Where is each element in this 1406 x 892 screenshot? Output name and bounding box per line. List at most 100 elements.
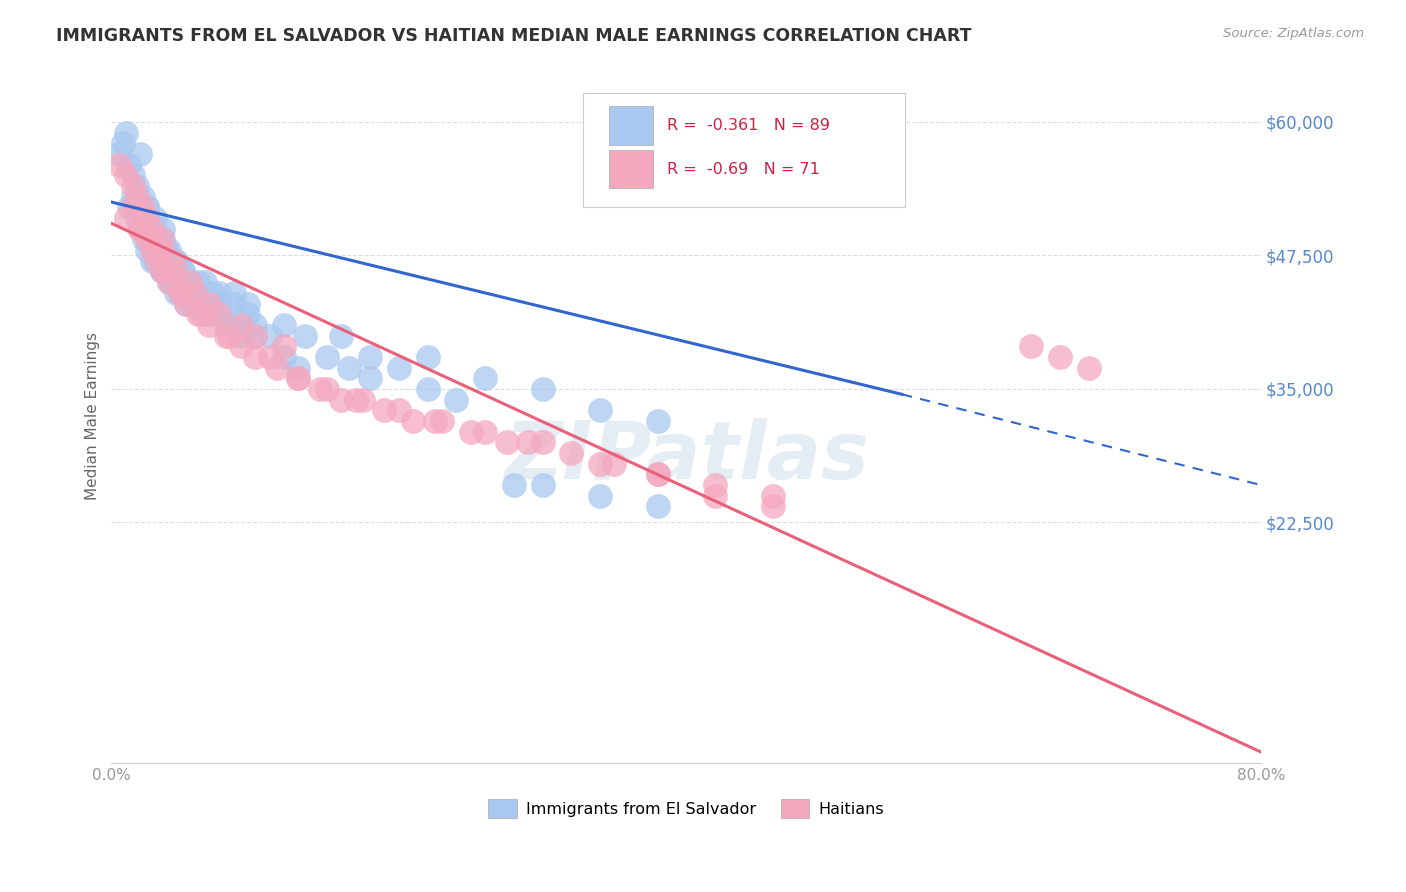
Point (215, 318, 238, 332)
Point (330, 392, 353, 407)
Point (165, 253, 187, 268)
Point (560, 446, 582, 460)
Point (187, 296, 209, 310)
Point (187, 307, 209, 321)
Point (359, 350, 381, 364)
Point (222, 296, 245, 310)
Point (208, 285, 231, 300)
Point (179, 285, 201, 300)
Point (136, 200, 159, 214)
Point (136, 211, 159, 225)
Point (215, 328, 238, 343)
Point (531, 435, 554, 450)
Point (150, 264, 173, 278)
Point (114, 126, 136, 140)
Point (1077, 360, 1099, 375)
Point (502, 478, 524, 492)
Point (531, 478, 554, 492)
FancyBboxPatch shape (609, 150, 652, 188)
Point (352, 392, 374, 407)
Point (460, 425, 482, 439)
Point (229, 318, 252, 332)
Point (114, 169, 136, 183)
Point (157, 243, 180, 257)
Point (174, 296, 197, 310)
Point (236, 296, 259, 310)
Text: R =  -0.361   N = 89: R = -0.361 N = 89 (666, 118, 830, 133)
Point (122, 200, 145, 214)
Point (222, 285, 245, 300)
Point (146, 232, 169, 246)
Point (308, 382, 330, 396)
Point (287, 371, 309, 385)
Point (201, 285, 224, 300)
Point (589, 403, 612, 417)
Point (169, 285, 191, 300)
Point (198, 318, 221, 332)
Point (141, 243, 163, 257)
Point (146, 253, 169, 268)
Point (330, 328, 353, 343)
Point (165, 285, 187, 300)
Point (373, 403, 395, 417)
Point (141, 253, 163, 268)
Point (129, 221, 152, 235)
Legend: Immigrants from El Salvador, Haitians: Immigrants from El Salvador, Haitians (482, 793, 891, 824)
Point (316, 382, 339, 396)
Point (136, 243, 159, 257)
Point (172, 264, 194, 278)
Y-axis label: Median Male Earnings: Median Male Earnings (86, 332, 100, 500)
Point (155, 243, 177, 257)
Point (229, 339, 252, 353)
Point (474, 425, 496, 439)
Point (603, 457, 626, 471)
Point (127, 179, 149, 194)
Point (208, 296, 231, 310)
Point (1019, 339, 1042, 353)
Point (157, 275, 180, 289)
Point (416, 382, 439, 396)
Point (337, 360, 360, 375)
Point (129, 221, 152, 235)
Point (704, 489, 727, 503)
Point (169, 285, 191, 300)
Point (416, 350, 439, 364)
Point (201, 307, 224, 321)
Point (160, 275, 183, 289)
Point (134, 232, 156, 246)
Point (215, 307, 238, 321)
Point (266, 360, 288, 375)
Point (430, 414, 453, 428)
Point (647, 467, 669, 482)
Point (143, 253, 166, 268)
Point (155, 243, 177, 257)
Point (316, 350, 339, 364)
Point (127, 211, 149, 225)
Point (647, 500, 669, 514)
Point (174, 296, 197, 310)
Point (160, 275, 183, 289)
Point (589, 489, 612, 503)
Point (136, 200, 159, 214)
Point (218, 328, 240, 343)
Point (143, 211, 166, 225)
Point (359, 371, 381, 385)
Point (243, 350, 266, 364)
Point (198, 296, 221, 310)
Point (136, 232, 159, 246)
Point (229, 328, 252, 343)
Point (122, 190, 145, 204)
Point (146, 243, 169, 257)
Point (148, 243, 170, 257)
Point (155, 264, 177, 278)
Point (118, 158, 141, 172)
Point (229, 318, 252, 332)
Point (474, 371, 496, 385)
Point (402, 414, 425, 428)
Point (150, 243, 173, 257)
Point (172, 264, 194, 278)
Point (122, 169, 145, 183)
Text: R =  -0.69   N = 71: R = -0.69 N = 71 (666, 161, 820, 177)
Point (155, 264, 177, 278)
Point (388, 360, 411, 375)
